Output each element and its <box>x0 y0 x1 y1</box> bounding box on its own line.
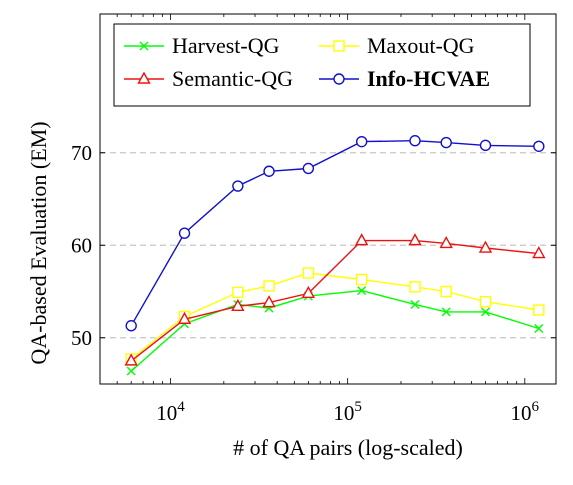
series-info-hcvae <box>125 135 545 332</box>
data-point-square <box>440 285 452 298</box>
data-point-square <box>409 281 421 293</box>
y-tick-label: 60 <box>71 233 92 257</box>
legend-entry: Info-HCVAE <box>319 66 490 91</box>
data-point-triangle <box>354 233 369 246</box>
data-point-circle <box>355 135 368 148</box>
data-point-triangle <box>301 285 316 299</box>
data-point-square <box>355 273 368 286</box>
data-point-triangle <box>262 295 276 308</box>
y-tick-label: 50 <box>71 326 92 350</box>
x-axis-label: # of QA pairs (log-scaled) <box>233 435 463 460</box>
plot-frame <box>99 13 557 385</box>
series-maxout-qg <box>125 267 545 365</box>
data-point-circle <box>533 140 545 152</box>
data-point-x <box>357 286 367 296</box>
data-point-circle <box>263 165 275 177</box>
series-line <box>130 239 539 362</box>
data-point-x <box>441 307 451 317</box>
data-point-circle <box>178 227 191 239</box>
data-point-square <box>232 286 244 299</box>
legend-label: Info-HCVAE <box>367 66 490 91</box>
data-point-square <box>333 40 345 52</box>
data-point-square <box>533 304 545 316</box>
data-point-triangle <box>439 235 453 249</box>
data-point-triangle <box>137 71 151 84</box>
data-point-triangle <box>408 233 422 246</box>
data-point-square <box>479 295 492 308</box>
data-point-triangle <box>231 298 245 311</box>
data-point-circle <box>409 135 421 147</box>
legend-entry: Maxout-QG <box>319 33 475 58</box>
x-tick-label: 106 <box>511 399 540 425</box>
data-point-x <box>481 307 490 317</box>
data-point-triangle <box>124 353 138 366</box>
y-tick-label: 70 <box>71 141 92 165</box>
x-tick-label: 104 <box>156 399 185 425</box>
data-point-x <box>126 366 136 376</box>
legend: Harvest-QG Maxout-QG Semantic-QG Info-HCVAE <box>113 23 531 107</box>
data-point-circle <box>479 139 492 152</box>
data-point-circle <box>333 73 345 85</box>
data-point-square <box>302 267 315 279</box>
data-point-square <box>263 280 275 292</box>
data-point-triangle <box>177 311 192 324</box>
series-semantic-qg <box>124 233 546 366</box>
series-layer <box>124 135 546 376</box>
data-point-circle <box>440 136 452 149</box>
legend-label: Harvest-QG <box>172 33 280 58</box>
data-point-x <box>534 324 544 333</box>
grid-lines <box>100 152 556 339</box>
legend-entry: Harvest-QG <box>124 33 280 58</box>
series-line <box>130 139 539 327</box>
legend-label: Semantic-QG <box>172 66 293 91</box>
y-axis-label: QA-based Evaluation (EM) <box>26 121 51 364</box>
series-line <box>130 289 540 372</box>
series-line <box>130 272 539 360</box>
data-point-triangle <box>532 246 546 259</box>
legend-box <box>113 23 531 107</box>
data-point-circle <box>232 180 244 192</box>
data-point-circle <box>125 320 137 332</box>
data-point-x <box>139 41 149 51</box>
data-point-x <box>410 299 420 309</box>
data-point-circle <box>302 162 315 175</box>
data-point-triangle <box>478 240 493 253</box>
x-tick-label: 105 <box>333 399 362 425</box>
legend-label: Maxout-QG <box>367 33 475 58</box>
legend-entry: Semantic-QG <box>124 66 293 91</box>
